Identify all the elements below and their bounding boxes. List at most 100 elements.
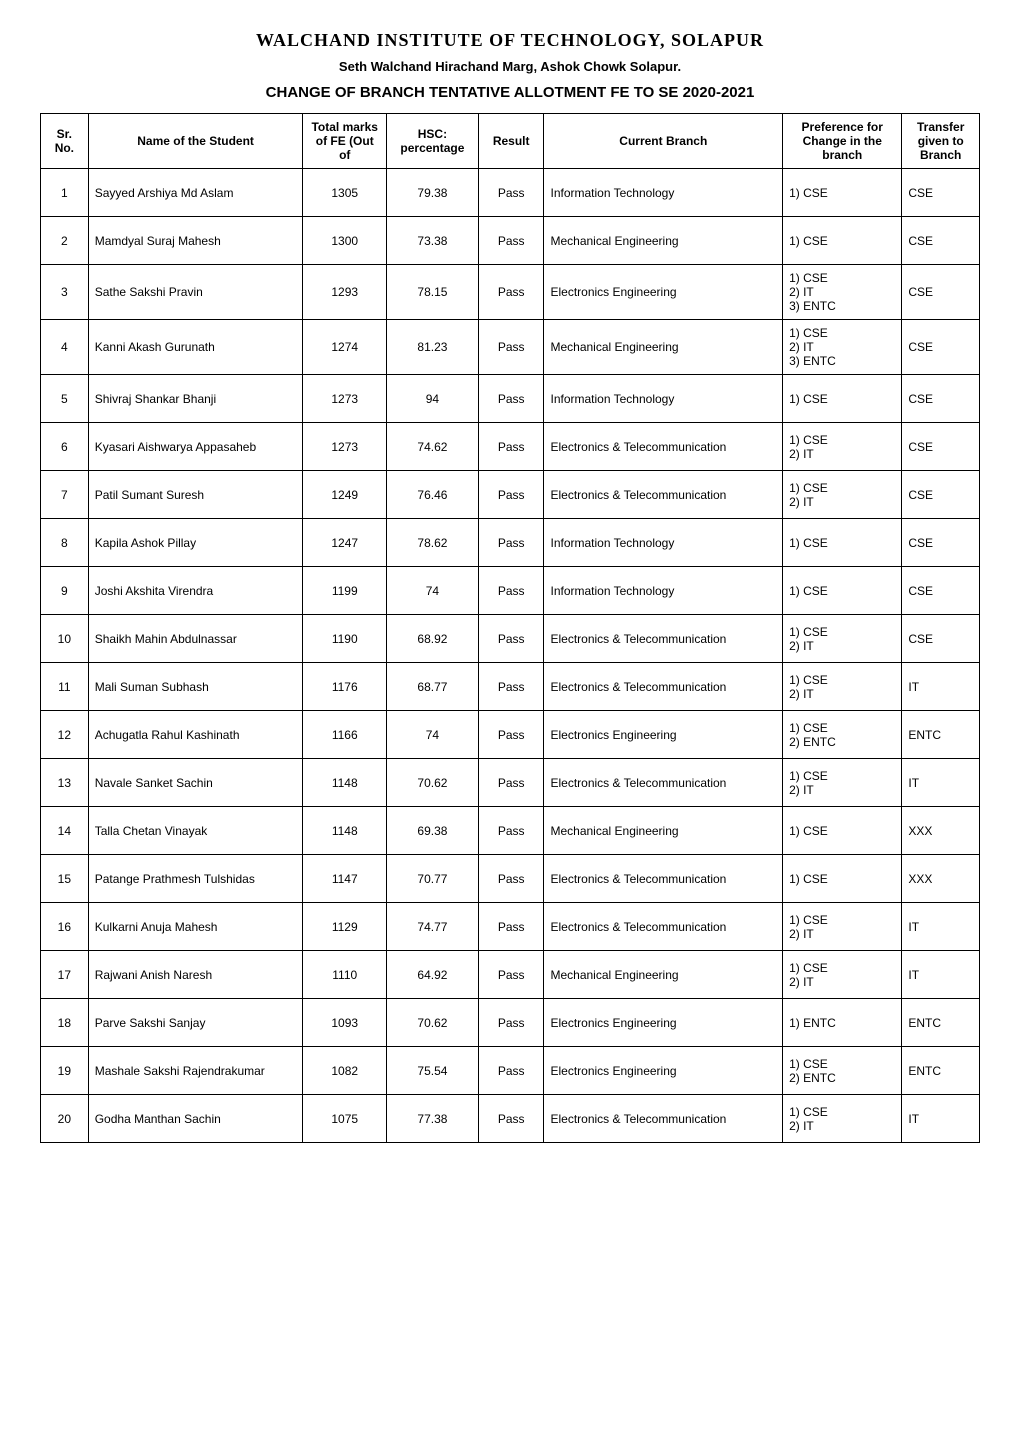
cell-branch: Mechanical Engineering [544, 951, 783, 999]
cell-pref: 1) CSE [783, 217, 902, 265]
table-row: 18Parve Sakshi Sanjay109370.62PassElectr… [41, 999, 980, 1047]
cell-hsc: 76.46 [386, 471, 478, 519]
cell-hsc: 70.77 [386, 855, 478, 903]
col-header-name: Name of the Student [88, 114, 303, 169]
cell-pref: 1) ENTC [783, 999, 902, 1047]
cell-sr: 2 [41, 217, 89, 265]
cell-result: Pass [478, 951, 544, 999]
cell-branch: Electronics Engineering [544, 999, 783, 1047]
cell-branch: Electronics Engineering [544, 265, 783, 320]
cell-transfer: CSE [902, 519, 980, 567]
cell-pref: 1) CSE 2) IT [783, 903, 902, 951]
table-row: 1Sayyed Arshiya Md Aslam130579.38PassInf… [41, 169, 980, 217]
cell-sr: 15 [41, 855, 89, 903]
cell-marks: 1176 [303, 663, 387, 711]
cell-pref: 1) CSE 2) IT [783, 615, 902, 663]
cell-hsc: 70.62 [386, 999, 478, 1047]
cell-result: Pass [478, 999, 544, 1047]
cell-pref: 1) CSE 2) ENTC [783, 711, 902, 759]
cell-name: Mamdyal Suraj Mahesh [88, 217, 303, 265]
cell-transfer: IT [902, 759, 980, 807]
institute-title: WALCHAND INSTITUTE OF TECHNOLOGY, SOLAPU… [40, 30, 980, 51]
table-row: 10Shaikh Mahin Abdulnassar119068.92PassE… [41, 615, 980, 663]
cell-sr: 8 [41, 519, 89, 567]
cell-branch: Electronics & Telecommunication [544, 423, 783, 471]
cell-name: Navale Sanket Sachin [88, 759, 303, 807]
col-header-branch: Current Branch [544, 114, 783, 169]
table-row: 4Kanni Akash Gurunath127481.23PassMechan… [41, 320, 980, 375]
cell-transfer: CSE [902, 615, 980, 663]
cell-sr: 13 [41, 759, 89, 807]
col-header-transfer: Transfer given to Branch [902, 114, 980, 169]
cell-branch: Electronics Engineering [544, 711, 783, 759]
cell-sr: 19 [41, 1047, 89, 1095]
cell-result: Pass [478, 1047, 544, 1095]
cell-pref: 1) CSE [783, 375, 902, 423]
cell-marks: 1273 [303, 423, 387, 471]
cell-sr: 11 [41, 663, 89, 711]
cell-branch: Information Technology [544, 567, 783, 615]
cell-pref: 1) CSE 2) IT 3) ENTC [783, 265, 902, 320]
cell-hsc: 69.38 [386, 807, 478, 855]
cell-transfer: CSE [902, 265, 980, 320]
cell-sr: 6 [41, 423, 89, 471]
cell-sr: 5 [41, 375, 89, 423]
cell-hsc: 74 [386, 711, 478, 759]
cell-marks: 1093 [303, 999, 387, 1047]
cell-branch: Information Technology [544, 375, 783, 423]
col-header-hsc: HSC: percentage [386, 114, 478, 169]
cell-name: Parve Sakshi Sanjay [88, 999, 303, 1047]
table-row: 16Kulkarni Anuja Mahesh112974.77PassElec… [41, 903, 980, 951]
cell-result: Pass [478, 903, 544, 951]
cell-branch: Information Technology [544, 519, 783, 567]
cell-pref: 1) CSE 2) ENTC [783, 1047, 902, 1095]
cell-name: Sathe Sakshi Pravin [88, 265, 303, 320]
cell-branch: Electronics & Telecommunication [544, 471, 783, 519]
cell-result: Pass [478, 320, 544, 375]
cell-branch: Electronics & Telecommunication [544, 615, 783, 663]
cell-result: Pass [478, 169, 544, 217]
cell-name: Rajwani Anish Naresh [88, 951, 303, 999]
cell-name: Kapila Ashok Pillay [88, 519, 303, 567]
cell-hsc: 68.92 [386, 615, 478, 663]
cell-name: Talla Chetan Vinayak [88, 807, 303, 855]
cell-hsc: 74.62 [386, 423, 478, 471]
cell-branch: Electronics & Telecommunication [544, 903, 783, 951]
cell-sr: 1 [41, 169, 89, 217]
cell-sr: 10 [41, 615, 89, 663]
cell-branch: Mechanical Engineering [544, 217, 783, 265]
cell-hsc: 78.15 [386, 265, 478, 320]
cell-transfer: IT [902, 1095, 980, 1143]
table-row: 3Sathe Sakshi Pravin129378.15PassElectro… [41, 265, 980, 320]
cell-transfer: CSE [902, 217, 980, 265]
cell-sr: 20 [41, 1095, 89, 1143]
cell-branch: Electronics Engineering [544, 1047, 783, 1095]
cell-marks: 1293 [303, 265, 387, 320]
cell-sr: 18 [41, 999, 89, 1047]
table-header-row: Sr. No. Name of the Student Total marks … [41, 114, 980, 169]
cell-result: Pass [478, 423, 544, 471]
cell-name: Patange Prathmesh Tulshidas [88, 855, 303, 903]
cell-pref: 1) CSE [783, 169, 902, 217]
cell-marks: 1166 [303, 711, 387, 759]
cell-pref: 1) CSE [783, 567, 902, 615]
table-row: 12Achugatla Rahul Kashinath116674PassEle… [41, 711, 980, 759]
table-body: 1Sayyed Arshiya Md Aslam130579.38PassInf… [41, 169, 980, 1143]
cell-name: Achugatla Rahul Kashinath [88, 711, 303, 759]
col-header-result: Result [478, 114, 544, 169]
cell-pref: 1) CSE [783, 519, 902, 567]
cell-result: Pass [478, 807, 544, 855]
cell-transfer: IT [902, 903, 980, 951]
cell-pref: 1) CSE [783, 807, 902, 855]
table-row: 2Mamdyal Suraj Mahesh130073.38PassMechan… [41, 217, 980, 265]
cell-name: Kulkarni Anuja Mahesh [88, 903, 303, 951]
cell-transfer: CSE [902, 423, 980, 471]
cell-marks: 1129 [303, 903, 387, 951]
cell-name: Mali Suman Subhash [88, 663, 303, 711]
cell-pref: 1) CSE 2) IT 3) ENTC [783, 320, 902, 375]
table-row: 6Kyasari Aishwarya Appasaheb127374.62Pas… [41, 423, 980, 471]
cell-sr: 17 [41, 951, 89, 999]
cell-transfer: ENTC [902, 999, 980, 1047]
col-header-sr: Sr. No. [41, 114, 89, 169]
cell-pref: 1) CSE 2) IT [783, 951, 902, 999]
